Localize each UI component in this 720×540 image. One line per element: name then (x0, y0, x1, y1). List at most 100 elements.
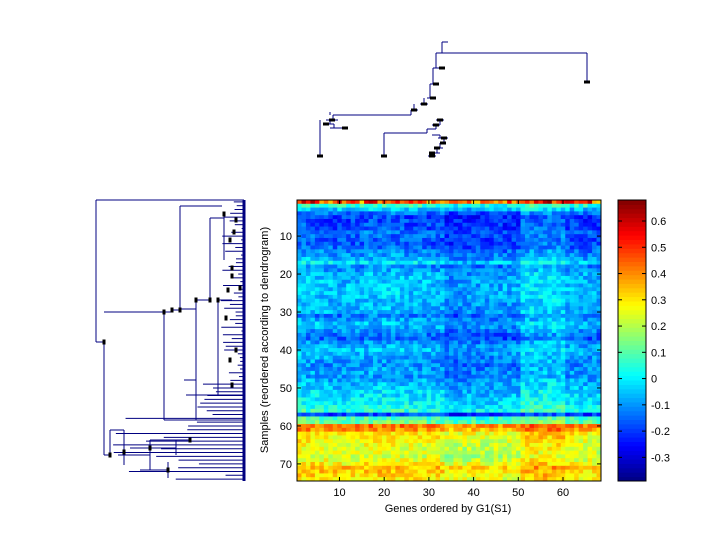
heatmap-cell (346, 382, 352, 387)
heatmap-cell (297, 230, 302, 235)
heatmap-cell (449, 313, 454, 319)
heatmap-cell (462, 203, 468, 208)
heatmap-cell (507, 401, 512, 406)
heatmap-cell (408, 386, 414, 391)
heatmap-cell (525, 431, 530, 436)
heatmap-cell (355, 344, 360, 349)
heatmap-cell (395, 321, 401, 326)
heatmap-cell (413, 211, 419, 216)
heatmap-cell (435, 405, 441, 410)
heatmap-cell (408, 306, 414, 311)
heatmap-cell (368, 446, 374, 452)
heatmap-cell (399, 359, 405, 364)
heatmap-cell (341, 249, 347, 254)
heatmap-cell (417, 302, 423, 307)
heatmap-cell (444, 408, 450, 414)
heatmap-cell (435, 332, 441, 338)
heatmap-cell (489, 378, 495, 383)
heatmap-cell (404, 397, 410, 402)
heatmap-cell (332, 389, 338, 395)
heatmap-cell (493, 446, 499, 452)
heatmap-cell (462, 222, 468, 227)
heatmap-cell (529, 424, 535, 429)
heatmap-cell (332, 234, 338, 239)
heatmap-cell (346, 401, 352, 406)
heatmap-cell (444, 203, 450, 208)
heatmap-cell (314, 427, 320, 433)
heatmap-cell (390, 268, 396, 273)
heatmap-cell (350, 382, 356, 387)
heatmap-cell (538, 378, 544, 383)
heatmap-cell (395, 378, 401, 383)
heatmap-cell (305, 215, 311, 220)
heatmap-cell (297, 302, 302, 307)
heatmap-cell (341, 363, 347, 368)
heatmap-cell (511, 302, 517, 307)
heatmap-cell (341, 207, 347, 212)
heatmap-cell (341, 446, 347, 452)
heatmap-cell (560, 264, 566, 269)
heatmap-cell (399, 249, 405, 254)
heatmap-cell (355, 370, 360, 376)
heatmap-cell (466, 200, 472, 205)
heatmap-cell (435, 275, 441, 281)
heatmap-cell (502, 283, 508, 288)
heatmap-cell (489, 272, 495, 277)
heatmap-cell (341, 279, 347, 284)
heatmap-cell (373, 420, 378, 425)
heatmap-cell (457, 313, 463, 319)
heatmap-cell (498, 435, 504, 440)
heatmap-cell (547, 458, 553, 463)
heatmap-cell (314, 367, 320, 372)
heatmap-cell (435, 279, 441, 284)
heatmap-cell (547, 203, 553, 208)
heatmap-cell (542, 431, 548, 436)
heatmap-cell (493, 443, 499, 448)
heatmap-cell (529, 234, 535, 239)
heatmap-cell (556, 249, 562, 254)
heatmap-cell (319, 268, 325, 273)
heatmap-cell (422, 272, 428, 277)
heatmap-cell (525, 386, 530, 391)
heatmap-cell (373, 215, 378, 220)
heatmap-cell (373, 226, 378, 231)
heatmap-cell (323, 450, 329, 455)
heatmap-cell (471, 249, 477, 254)
heatmap-cell (431, 412, 436, 417)
heatmap-cell (377, 435, 383, 440)
heatmap-cell (444, 272, 450, 277)
heatmap-cell (449, 374, 454, 379)
heatmap-cell (305, 363, 311, 368)
heatmap-cell (529, 317, 535, 322)
heatmap-cell (551, 336, 557, 341)
heatmap-cell (493, 340, 499, 345)
heatmap-cell (368, 389, 374, 395)
heatmap-cell (480, 211, 486, 216)
heatmap-cell (323, 200, 329, 205)
heatmap-cell (417, 237, 423, 243)
heatmap-cell (319, 279, 325, 284)
heatmap-cell (587, 416, 593, 421)
heatmap-cell (305, 462, 311, 467)
heatmap-cell (529, 253, 535, 258)
heatmap-cell (560, 344, 566, 349)
heatmap-cell (422, 275, 428, 281)
heatmap-cell (301, 443, 307, 448)
heatmap-cell (332, 287, 338, 292)
heatmap-cell (507, 416, 512, 421)
heatmap-cell (364, 439, 369, 444)
heatmap-cell (337, 427, 343, 433)
heatmap-cell (489, 203, 495, 208)
heatmap-cell (480, 344, 486, 349)
heatmap-cell (529, 427, 535, 433)
heatmap-cell (314, 458, 320, 463)
heatmap-cell (453, 291, 459, 296)
heatmap-cell (413, 367, 419, 372)
heatmap-cell (466, 329, 472, 334)
heatmap-cell (565, 363, 571, 368)
heatmap-cell (466, 253, 472, 258)
heatmap-cell (596, 302, 602, 307)
heatmap-cell (466, 313, 472, 319)
heatmap-cell (435, 325, 441, 330)
heatmap-cell (583, 462, 588, 467)
